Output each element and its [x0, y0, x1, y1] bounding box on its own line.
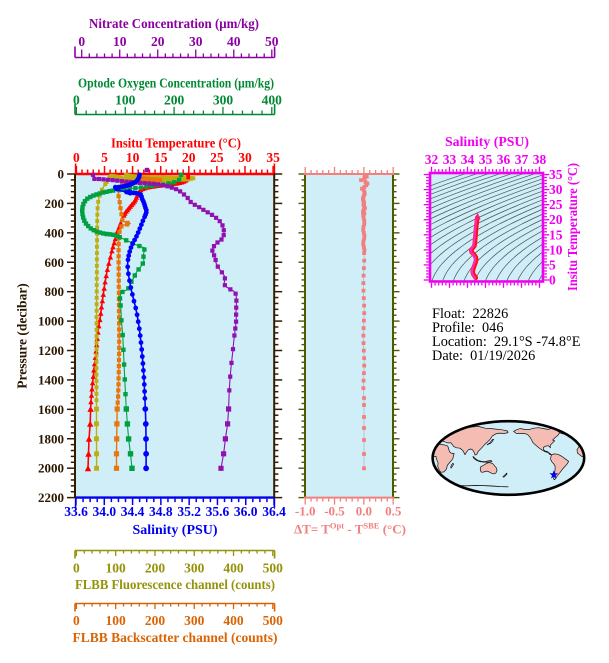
svg-text:35.2: 35.2	[177, 504, 201, 519]
svg-text:Insitu Temperature (°C): Insitu Temperature (°C)	[111, 136, 241, 151]
svg-text:Insitu Temperature (°C): Insitu Temperature (°C)	[565, 163, 580, 291]
svg-text:35: 35	[266, 150, 280, 165]
svg-text:50: 50	[265, 34, 279, 49]
svg-text:20: 20	[549, 212, 563, 227]
svg-text:200: 200	[145, 561, 166, 576]
svg-text:2000: 2000	[38, 461, 64, 476]
svg-text:0.5: 0.5	[385, 504, 402, 519]
svg-text:15: 15	[154, 150, 168, 165]
svg-text:800: 800	[45, 284, 65, 299]
svg-text:0: 0	[73, 613, 80, 628]
svg-text:0.0: 0.0	[356, 504, 372, 519]
svg-text:37: 37	[515, 152, 529, 167]
svg-text:20: 20	[182, 150, 196, 165]
svg-text:200: 200	[164, 93, 185, 108]
svg-text:FLBB Backscatter channel (coun: FLBB Backscatter channel (counts)	[73, 630, 278, 645]
svg-text:0: 0	[73, 93, 80, 108]
svg-text:36.4: 36.4	[262, 504, 286, 519]
svg-text:0: 0	[73, 561, 80, 576]
svg-text:Nitrate Concentration (μm/kg): Nitrate Concentration (μm/kg)	[89, 16, 259, 31]
svg-text:Pressure (decibar): Pressure (decibar)	[15, 283, 30, 389]
svg-text:ΔT= TOpt - TSBE (°C): ΔT= TOpt - TSBE (°C)	[294, 521, 406, 537]
svg-text:Profile: 046: Profile: 046	[432, 320, 503, 336]
svg-text:34.8: 34.8	[149, 504, 173, 519]
svg-text:300: 300	[184, 561, 205, 576]
svg-text:5: 5	[101, 150, 108, 165]
svg-text:Salinity (PSU): Salinity (PSU)	[133, 522, 218, 537]
svg-text:200: 200	[45, 196, 65, 211]
svg-text:200: 200	[145, 613, 166, 628]
svg-text:Salinity (PSU): Salinity (PSU)	[445, 134, 529, 149]
svg-text:20: 20	[151, 34, 165, 49]
svg-text:33: 33	[443, 152, 457, 167]
svg-text:30: 30	[238, 150, 252, 165]
svg-text:10: 10	[126, 150, 140, 165]
svg-text:1000: 1000	[38, 314, 64, 329]
svg-text:35: 35	[549, 167, 563, 182]
svg-text:10: 10	[113, 34, 127, 49]
svg-text:1200: 1200	[38, 343, 64, 358]
svg-text:33.6: 33.6	[64, 504, 88, 519]
svg-text:400: 400	[223, 561, 244, 576]
svg-text:36.0: 36.0	[234, 504, 258, 519]
svg-text:100: 100	[106, 613, 127, 628]
svg-text:Optode Oxygen Concentration (μ: Optode Oxygen Concentration (μm/kg)	[78, 76, 274, 91]
svg-text:400: 400	[45, 225, 65, 240]
svg-text:100: 100	[106, 561, 127, 576]
svg-text:-0.5: -0.5	[324, 504, 345, 519]
svg-text:Float: 22826: Float: 22826	[432, 306, 508, 322]
svg-text:1600: 1600	[38, 402, 64, 417]
svg-text:35: 35	[479, 152, 493, 167]
svg-text:34: 34	[461, 152, 475, 167]
svg-text:25: 25	[549, 197, 563, 212]
svg-text:1400: 1400	[38, 372, 64, 387]
svg-text:30: 30	[549, 182, 563, 197]
svg-text:400: 400	[262, 93, 283, 108]
svg-text:0: 0	[549, 273, 556, 288]
svg-text:36: 36	[497, 152, 511, 167]
svg-text:2200: 2200	[38, 490, 64, 505]
svg-text:32: 32	[425, 152, 439, 167]
svg-text:34.4: 34.4	[121, 504, 145, 519]
svg-text:30: 30	[189, 34, 203, 49]
svg-text:25: 25	[210, 150, 224, 165]
svg-text:38: 38	[533, 152, 547, 167]
svg-text:500: 500	[263, 561, 284, 576]
svg-text:300: 300	[184, 613, 205, 628]
svg-text:0: 0	[58, 167, 65, 182]
svg-text:500: 500	[263, 613, 284, 628]
svg-text:0: 0	[73, 150, 80, 165]
svg-text:35.6: 35.6	[206, 504, 230, 519]
svg-text:FLBB Fluorescence channel (cou: FLBB Fluorescence channel (counts)	[75, 577, 275, 592]
svg-text:Location: 29.1°S -74.8°E: Location: 29.1°S -74.8°E	[432, 334, 581, 350]
svg-text:400: 400	[223, 613, 244, 628]
svg-text:1800: 1800	[38, 431, 64, 446]
svg-text:600: 600	[45, 255, 65, 270]
svg-text:Date: 01/19/2026: Date: 01/19/2026	[432, 348, 535, 364]
svg-text:-1.0: -1.0	[295, 504, 316, 519]
svg-text:34.0: 34.0	[92, 504, 116, 519]
svg-text:0: 0	[78, 34, 85, 49]
svg-text:300: 300	[213, 93, 234, 108]
svg-text:100: 100	[115, 93, 136, 108]
svg-text:10: 10	[549, 242, 563, 257]
svg-text:15: 15	[549, 227, 563, 242]
svg-text:40: 40	[227, 34, 241, 49]
svg-text:5: 5	[549, 257, 556, 272]
